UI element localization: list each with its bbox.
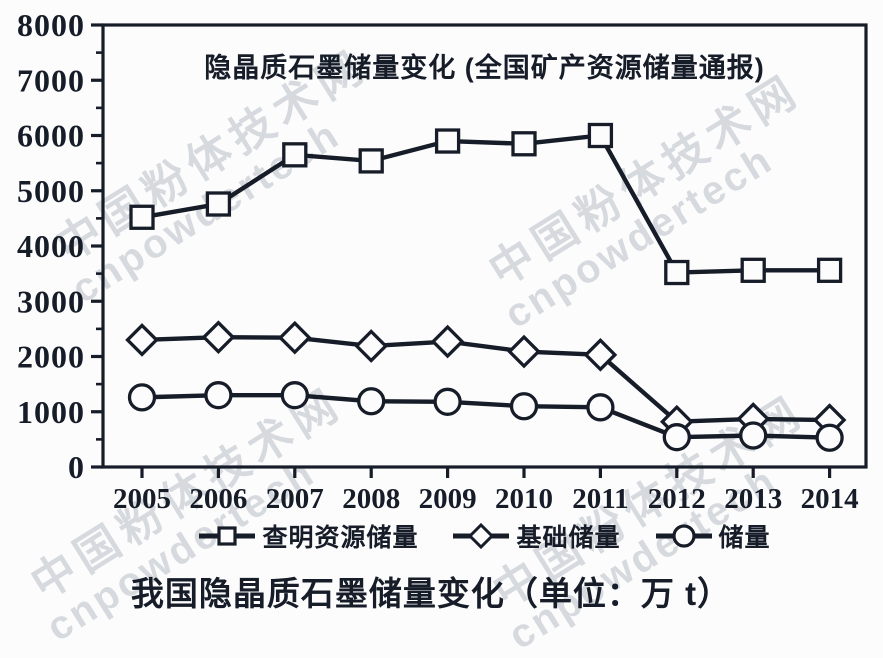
marker-diamond <box>430 324 465 359</box>
marker-square <box>358 148 384 174</box>
marker-square <box>129 204 155 230</box>
legend-item-label: 基础储量 <box>516 524 621 552</box>
chart-title: 隐晶质石墨储量变化 (全国矿产资源储量通报) <box>204 53 765 83</box>
series-line-square <box>141 133 830 275</box>
x-tick-label: 2012 <box>648 483 706 515</box>
marker-circle <box>815 423 844 452</box>
legend-item: 储量 <box>655 518 771 554</box>
y-tick-label: 1000 <box>17 394 85 430</box>
x-tick-label: 2014 <box>801 483 859 515</box>
marker-diamond <box>125 323 159 357</box>
marker-diamond <box>277 320 312 355</box>
series-line-circle <box>141 392 830 440</box>
y-tick-label: 0 <box>68 449 85 485</box>
marker-square <box>282 142 308 168</box>
y-tick-label: 6000 <box>17 118 85 154</box>
marker-diamond <box>583 338 618 372</box>
marker-diamond <box>507 334 541 369</box>
chart-legend: 查明资源储量 基础储量 储量 <box>103 518 866 554</box>
x-tick-label: 2010 <box>495 483 553 515</box>
x-tick-label: 2008 <box>342 483 400 515</box>
y-tick-label: 3000 <box>17 283 85 319</box>
x-tick-label: 2013 <box>724 483 782 515</box>
marker-circle <box>127 383 157 412</box>
chart-page: { "page": { "background": "#fcfcfd", "in… <box>17 7 868 658</box>
y-tick-label: 7000 <box>17 62 85 98</box>
line-chart-plot: 0 1000 2000 3000 4000 5000 6000 7000 8000 2005 200… <box>17 7 868 515</box>
marker-diamond <box>201 320 236 354</box>
marker-square <box>664 259 690 286</box>
x-tick-label: 2006 <box>189 483 247 515</box>
legend-circle-marker-icon <box>655 524 712 548</box>
marker-circle <box>586 393 615 422</box>
series-line-diamond <box>141 334 830 424</box>
marker-circle <box>739 421 768 450</box>
marker-square <box>205 191 232 217</box>
legend-item-label: 查明资源储量 <box>262 524 419 552</box>
marker-circle <box>662 423 691 452</box>
marker-circle <box>280 381 309 410</box>
legend-item: 基础储量 <box>452 518 620 554</box>
marker-square <box>816 257 843 283</box>
marker-circle <box>509 392 539 421</box>
x-tick-label: 2007 <box>266 483 324 515</box>
y-tick-label: 5000 <box>17 173 85 209</box>
y-tick-label: 2000 <box>17 339 85 375</box>
legend-diamond-marker-icon <box>453 522 510 550</box>
marker-square <box>434 128 461 154</box>
x-tick-label: 2005 <box>113 483 171 515</box>
chart-caption: 我国隐晶质石墨储量变化（单位：万 t） <box>130 575 732 612</box>
y-tick-label: 8000 <box>17 7 85 43</box>
legend-item-label: 储量 <box>718 524 771 552</box>
marker-circle <box>357 387 386 416</box>
legend-item: 查明资源储量 <box>198 518 418 554</box>
marker-square <box>511 131 537 157</box>
marker-square <box>587 122 614 149</box>
y-tick-label: 4000 <box>17 228 85 264</box>
x-tick-label: 2011 <box>572 483 628 515</box>
x-tick-label: 2009 <box>419 483 477 515</box>
legend-square-marker-icon <box>199 526 256 546</box>
marker-diamond <box>354 329 389 363</box>
marker-square <box>740 257 766 283</box>
marker-circle <box>204 381 233 410</box>
marker-circle <box>433 387 462 416</box>
